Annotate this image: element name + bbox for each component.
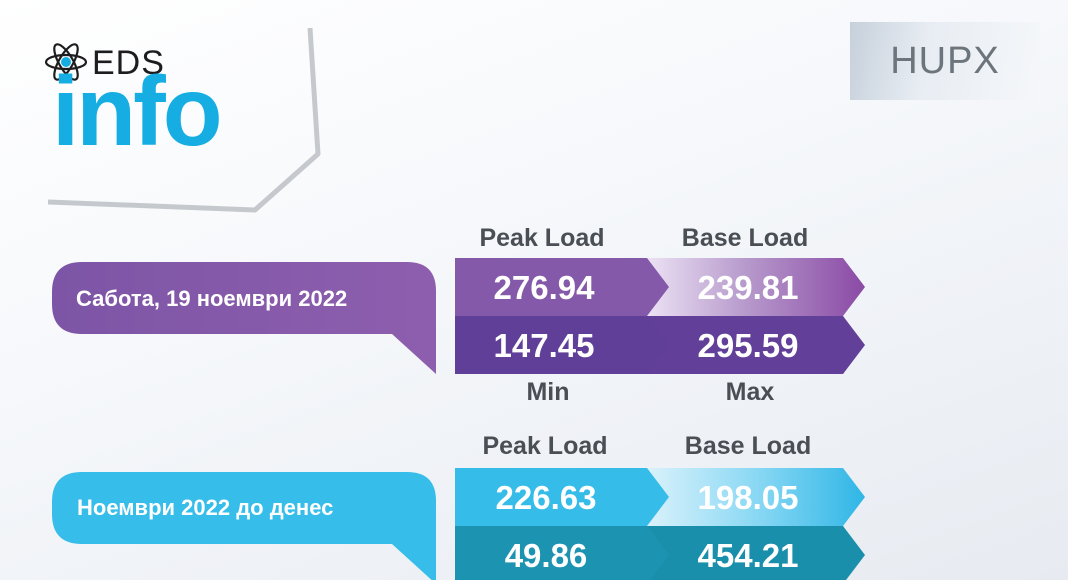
hupx-badge: HUPX bbox=[850, 22, 1040, 100]
day-base-value: 239.81 bbox=[697, 269, 799, 306]
footer-max: Max bbox=[725, 378, 775, 406]
month-base-value: 198.05 bbox=[697, 479, 799, 516]
month-row2-cells bbox=[455, 526, 865, 580]
logo-info-text: info bbox=[52, 56, 223, 166]
day-bubble bbox=[52, 262, 436, 374]
atom-icon bbox=[44, 43, 88, 81]
header-base-load: Base Load bbox=[681, 224, 809, 252]
day-max-value: 295.59 bbox=[697, 327, 799, 364]
month-min-value: 49.86 bbox=[504, 537, 588, 574]
month-header-peak-load: Peak Load bbox=[482, 432, 608, 460]
day-label: Сабота, 19 ноември 2022 bbox=[76, 286, 348, 311]
day-min-value: 147.45 bbox=[493, 327, 595, 364]
day-row1-cells bbox=[455, 258, 865, 316]
month-label: Ноември 2022 до денес bbox=[77, 495, 334, 520]
header-peak-load: Peak Load bbox=[479, 224, 605, 252]
month-max-value: 454.21 bbox=[697, 537, 799, 574]
month-bubble bbox=[52, 472, 436, 580]
month-peak-value: 226.63 bbox=[495, 479, 597, 516]
logo-eds-text: EDS bbox=[92, 44, 165, 82]
month-header-base-load: Base Load bbox=[684, 432, 812, 460]
day-row2-cells bbox=[455, 316, 865, 374]
day-peak-value: 276.94 bbox=[493, 269, 595, 306]
footer-min: Min bbox=[526, 378, 570, 406]
month-row1-cells bbox=[455, 468, 865, 526]
logo-frame bbox=[47, 27, 321, 213]
